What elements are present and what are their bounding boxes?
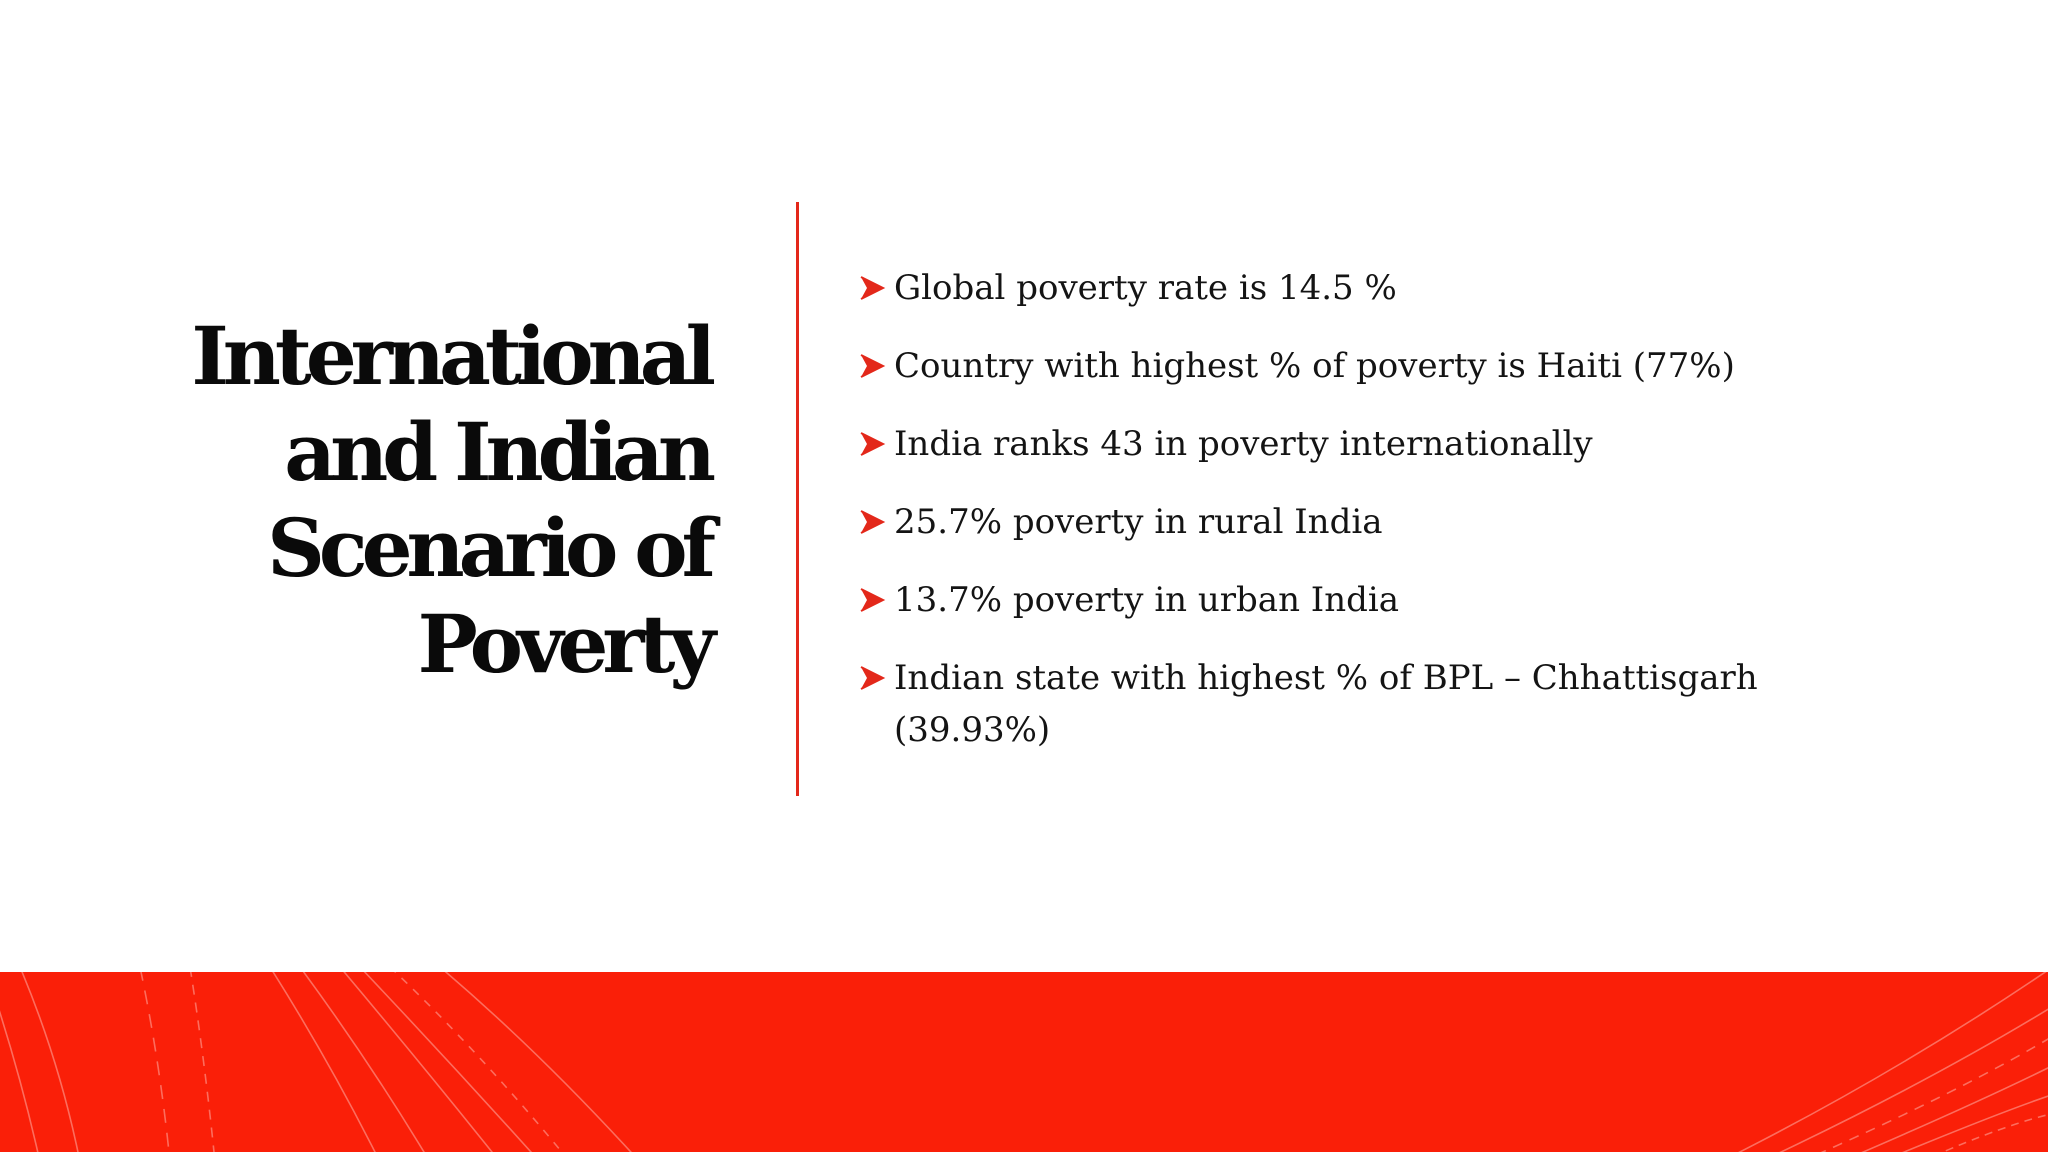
footer-curves-decoration — [0, 972, 2048, 1152]
bullet-text: India ranks 43 in poverty internationall… — [894, 424, 1593, 464]
bullet-text: Indian state with highest % of BPL – Chh… — [894, 658, 1758, 750]
bullet-item: India ranks 43 in poverty internationall… — [858, 418, 1878, 470]
slide-title-line: Poverty — [417, 597, 716, 691]
arrow-right-icon — [858, 418, 888, 470]
bullet-list: Global poverty rate is 14.5 % Country wi… — [858, 262, 1878, 782]
bullet-text: 25.7% poverty in rural India — [894, 502, 1383, 542]
vertical-divider — [796, 202, 799, 796]
slide-title-line: and Indian — [284, 405, 716, 499]
bullet-item: Global poverty rate is 14.5 % — [858, 262, 1878, 314]
bullet-item: 13.7% poverty in urban India — [858, 574, 1878, 626]
bullet-item: 25.7% poverty in rural India — [858, 496, 1878, 548]
bullet-text: Global poverty rate is 14.5 % — [894, 268, 1397, 308]
arrow-right-icon — [858, 340, 888, 392]
bullet-item: Indian state with highest % of BPL – Chh… — [858, 652, 1878, 756]
slide-title: International and Indian Scenario of Pov… — [150, 308, 716, 692]
slide-title-line: International — [191, 309, 716, 403]
bullet-text: Country with highest % of poverty is Hai… — [894, 346, 1735, 386]
arrow-right-icon — [858, 262, 888, 314]
arrow-right-icon — [858, 496, 888, 548]
footer-decorative-band — [0, 972, 2048, 1152]
arrow-right-icon — [858, 652, 888, 704]
slide-title-line: Scenario of — [267, 501, 716, 595]
arrow-right-icon — [858, 574, 888, 626]
bullet-text: 13.7% poverty in urban India — [894, 580, 1400, 620]
bullet-item: Country with highest % of poverty is Hai… — [858, 340, 1878, 392]
